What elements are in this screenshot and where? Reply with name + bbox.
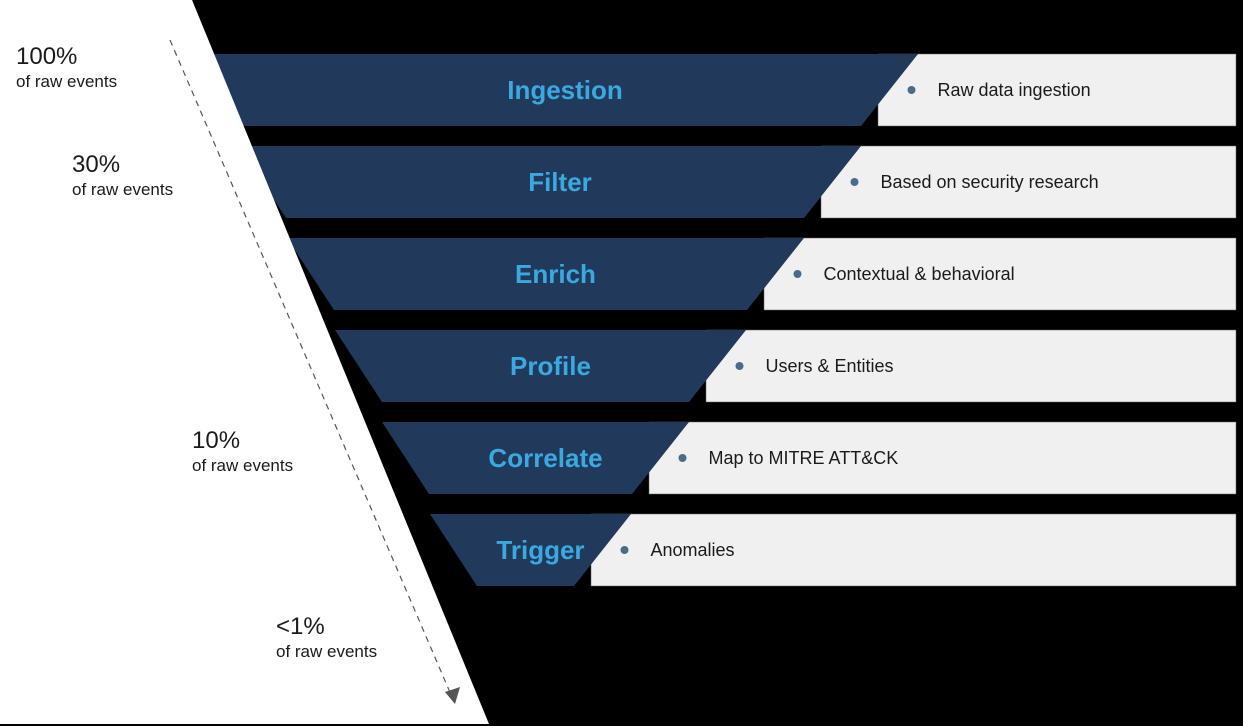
pct-sub: of raw events	[192, 456, 293, 475]
stage-desc: Anomalies	[651, 540, 735, 560]
stage-desc: Users & Entities	[766, 356, 894, 376]
stage-title: Filter	[528, 167, 592, 197]
pct-value: <1%	[276, 613, 325, 640]
pct-value: 30%	[72, 151, 120, 178]
stage-title: Trigger	[496, 535, 584, 565]
funnel-diagram: Ingestion Raw data ingestion Filter Based o…	[0, 0, 1243, 726]
funnel-svg: Ingestion Raw data ingestion Filter Based o…	[0, 0, 1243, 726]
bullet-icon	[736, 362, 744, 370]
stage-title: Correlate	[488, 443, 602, 473]
pct-value: 10%	[192, 427, 240, 454]
bullet-icon	[908, 86, 916, 94]
stage-desc: Raw data ingestion	[938, 80, 1091, 100]
stage-desc: Based on security research	[881, 172, 1099, 192]
pct-sub: of raw events	[72, 180, 173, 199]
stage-desc: Map to MITRE ATT&CK	[709, 448, 899, 468]
stage-desc: Contextual & behavioral	[824, 264, 1015, 284]
bullet-icon	[621, 546, 629, 554]
bullet-icon	[794, 270, 802, 278]
stage-title: Ingestion	[507, 75, 623, 105]
stage-title: Profile	[510, 351, 591, 381]
pct-sub: of raw events	[16, 72, 117, 91]
stage-title: Enrich	[515, 259, 596, 289]
bullet-icon	[851, 178, 859, 186]
pct-value: 100%	[16, 43, 77, 70]
pct-sub: of raw events	[276, 642, 377, 661]
bullet-icon	[679, 454, 687, 462]
